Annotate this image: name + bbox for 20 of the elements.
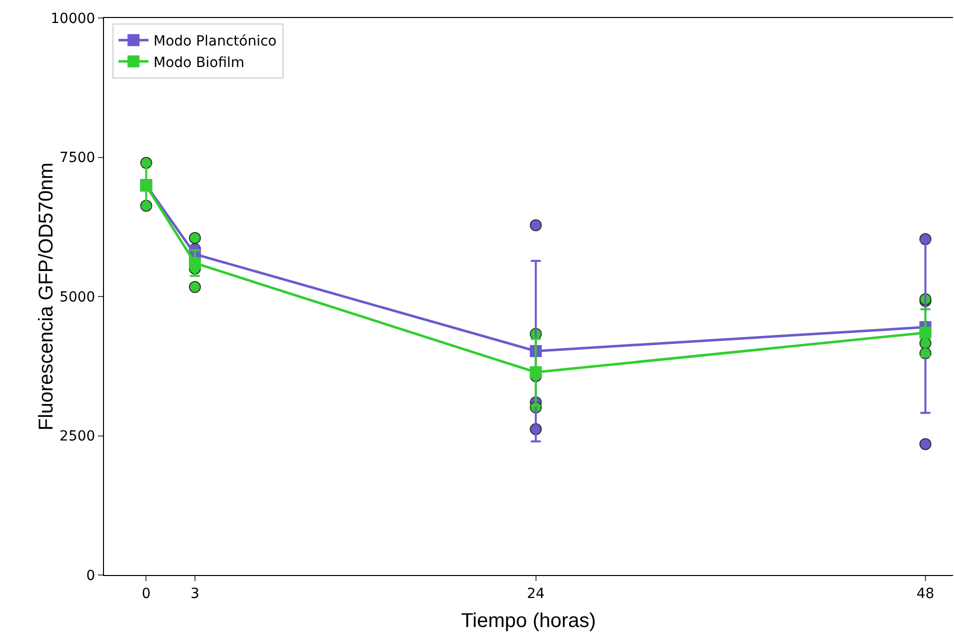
y-axis-title: Fluorescencia GFP/OD570nm <box>36 162 58 430</box>
y-tick-label: 7500 <box>60 150 96 166</box>
point <box>188 257 201 270</box>
point <box>919 438 932 450</box>
point <box>188 281 201 294</box>
x-axis-title: Tiempo (horas) <box>461 610 596 632</box>
point <box>530 366 542 378</box>
point <box>919 326 932 339</box>
x-tick-label: 3 <box>190 586 200 602</box>
y-tick-label: 5000 <box>60 289 96 306</box>
x-tick-label: 24 <box>526 586 545 602</box>
x-tick-label: 48 <box>916 586 934 602</box>
x-tick-label: 0 <box>142 586 151 602</box>
legend-label: Modo Biofilm <box>153 54 244 71</box>
point <box>530 219 542 232</box>
y-tick-label: 10000 <box>50 10 96 27</box>
point <box>188 232 201 244</box>
y-tick-label: 2500 <box>60 428 96 445</box>
legend-label: Modo Planctónico <box>153 34 277 50</box>
y-tick-label: 0 <box>86 568 96 584</box>
